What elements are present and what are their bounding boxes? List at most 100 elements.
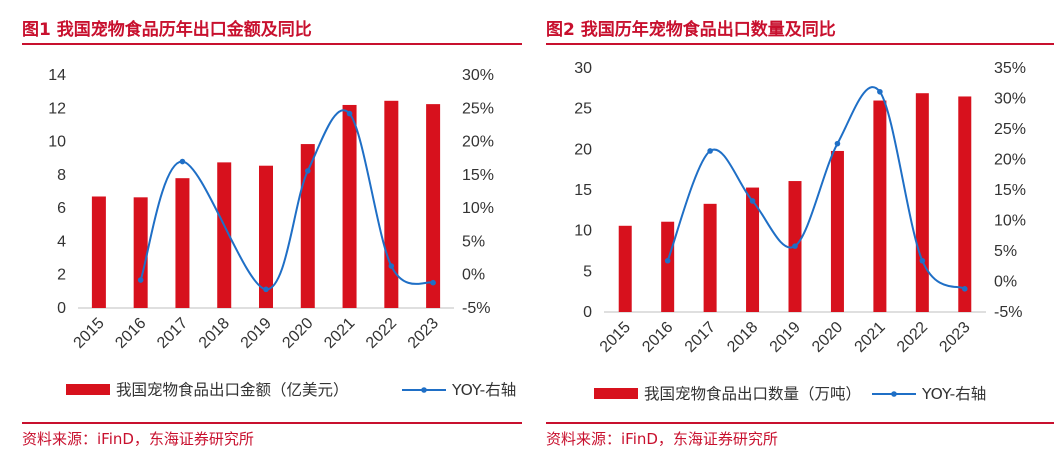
- y-left-tick-label: 5: [583, 263, 592, 280]
- yoy-point-2019: [263, 286, 269, 293]
- figure-1-source: 资料来源：iFinD，东海证券研究所: [22, 430, 254, 448]
- figure-1-top-rule: [22, 43, 522, 45]
- y-right-tick-label: -5%: [994, 304, 1022, 321]
- yoy-point-2018: [749, 198, 756, 204]
- yoy-point-2019: [792, 243, 798, 249]
- y-right-tick-label: 10%: [994, 213, 1026, 230]
- x-tick-label: 2017: [154, 315, 191, 352]
- y-left-tick-label: 25: [574, 101, 592, 118]
- y-right-tick-label: 5%: [462, 233, 485, 250]
- y-right-tick-label: 25%: [994, 121, 1026, 138]
- yoy-point-2016: [137, 277, 144, 283]
- yoy-point-2022: [919, 257, 926, 264]
- legend-line-marker: [421, 387, 427, 393]
- bar-2017: [703, 203, 717, 312]
- yoy-point-2022: [388, 263, 395, 269]
- yoy-point-2020: [304, 168, 311, 174]
- yoy-point-2021: [877, 88, 883, 95]
- bar-2023: [958, 96, 972, 312]
- y-right-tick-label: 20%: [462, 134, 494, 151]
- y-left-tick-label: 6: [57, 200, 66, 217]
- y-left-tick-label: 15: [574, 182, 592, 199]
- yoy-point-2023: [430, 279, 436, 286]
- legend-bar-swatch: [66, 384, 110, 395]
- x-tick-label: 2022: [363, 315, 400, 352]
- bar-2015: [618, 225, 632, 312]
- bar-2017: [175, 178, 190, 308]
- y-right-tick-label: 0%: [994, 274, 1017, 291]
- figure-1-bottom-rule: [22, 422, 522, 424]
- yoy-point-2017: [179, 158, 186, 165]
- x-tick-label: 2018: [724, 319, 761, 356]
- bar-2021: [342, 104, 357, 308]
- y-right-tick-label: 10%: [462, 200, 494, 217]
- yoy-point-2021: [346, 110, 353, 117]
- y-left-tick-label: 14: [48, 67, 66, 84]
- x-tick-label: 2020: [809, 319, 846, 356]
- y-right-tick-label: 30%: [462, 67, 494, 84]
- figure-2-title: 图2 我国历年宠物食品出口数量及同比: [546, 20, 836, 40]
- y-left-tick-label: 20: [574, 141, 592, 158]
- y-right-tick-label: 15%: [994, 182, 1026, 199]
- y-right-tick-label: 20%: [994, 152, 1026, 169]
- yoy-point-2023: [961, 286, 968, 292]
- y-left-tick-label: 10: [574, 223, 592, 240]
- chart-2: 0 5 10 15 20 25 30 -5% 0% 5% 10% 15% 20% 25% 30% 35% 201…: [574, 60, 1026, 403]
- x-tick-label: 2016: [639, 319, 676, 356]
- bar-2022: [384, 100, 399, 308]
- y-left-tick-label: 12: [48, 100, 66, 117]
- y-right-tick-label: 0%: [462, 267, 485, 284]
- yoy-point-2020: [834, 140, 841, 147]
- figure-2-top-rule: [546, 43, 1054, 45]
- y-left-tick-label: 0: [57, 300, 66, 317]
- x-tick-label: 2019: [767, 319, 804, 356]
- y-left-tick-label: 10: [48, 134, 66, 151]
- figure-2-source: 资料来源：iFinD，东海证券研究所: [546, 430, 778, 448]
- yoy-point-2017: [707, 148, 713, 154]
- x-tick-label: 2015: [597, 319, 634, 356]
- bar-2016: [133, 197, 148, 308]
- legend-bar-swatch: [594, 388, 638, 399]
- yoy-point-2016: [664, 257, 671, 264]
- x-tick-label: 2016: [112, 315, 149, 352]
- x-tick-label: 2020: [279, 315, 316, 352]
- x-tick-label: 2023: [405, 315, 442, 352]
- bar-2016: [661, 221, 675, 312]
- y-right-tick-label: -5%: [462, 300, 490, 317]
- bar-2022: [915, 93, 929, 312]
- bar-2020: [300, 144, 315, 308]
- legend-bar-label: 我国宠物食品出口数量（万吨）: [644, 385, 861, 403]
- y-left-tick-label: 0: [583, 304, 592, 321]
- y-right-tick-label: 5%: [994, 243, 1017, 260]
- bar-2021: [873, 100, 887, 313]
- x-tick-label: 2018: [196, 315, 233, 352]
- y-right-tick-label: 35%: [994, 60, 1026, 77]
- bar-2019: [259, 165, 273, 308]
- x-tick-label: 2022: [894, 319, 931, 356]
- figure-2-bottom-rule: [546, 422, 1054, 424]
- y-left-tick-label: 2: [57, 267, 66, 284]
- x-tick-label: 2017: [682, 319, 719, 356]
- x-tick-label: 2021: [852, 319, 889, 356]
- x-tick-label: 2015: [71, 315, 108, 352]
- legend-line-label: YOY-右轴: [451, 381, 516, 399]
- x-tick-label: 2021: [321, 315, 358, 352]
- x-tick-label: 2019: [238, 315, 275, 352]
- x-tick-label: 2023: [936, 319, 973, 356]
- y-right-tick-label: 15%: [462, 167, 494, 184]
- y-right-tick-label: 25%: [462, 100, 494, 117]
- y-left-tick-label: 8: [57, 167, 66, 184]
- bar-2020: [830, 150, 844, 312]
- y-left-tick-label: 30: [574, 60, 592, 77]
- bar-2023: [426, 104, 441, 308]
- y-left-tick-label: 4: [57, 233, 66, 250]
- legend-line-marker: [891, 391, 897, 397]
- bar-2015: [91, 196, 106, 308]
- legend-bar-label: 我国宠物食品出口金额（亿美元）: [116, 381, 349, 399]
- y-right-tick-label: 30%: [994, 91, 1026, 108]
- legend-line-label: YOY-右轴: [921, 385, 986, 403]
- bar-2018: [217, 162, 232, 308]
- figure-1-title: 图1 我国宠物食品历年出口金额及同比: [22, 20, 312, 40]
- bar-2018: [746, 187, 760, 312]
